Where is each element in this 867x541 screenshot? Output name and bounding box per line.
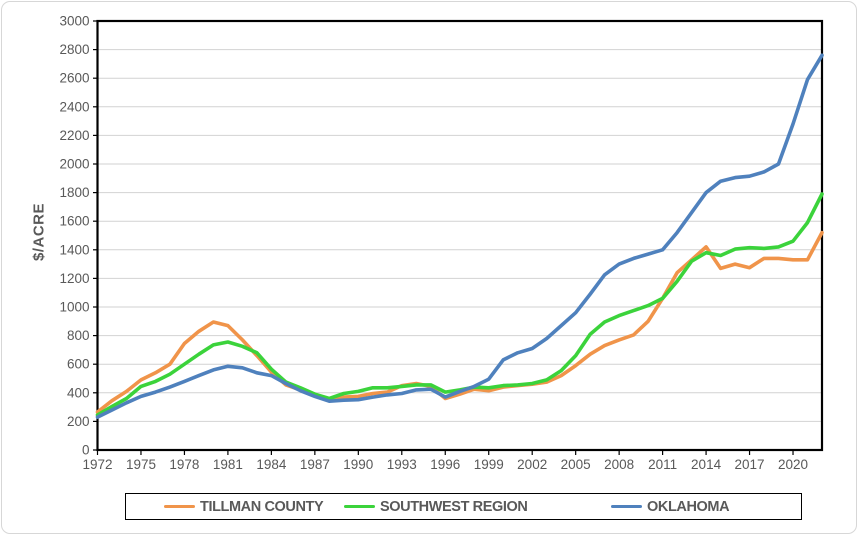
x-tick-label: 1993 — [387, 457, 417, 472]
x-tick-label: 1975 — [126, 457, 156, 472]
southwest-region-line-swatch — [344, 504, 375, 509]
y-tick-label: 400 — [67, 385, 90, 400]
legend-item-oklahoma: OKLAHOMA — [611, 494, 730, 519]
y-tick-label: 1800 — [59, 185, 89, 200]
legend-item-tillman-county: TILLMAN COUNTY — [164, 494, 324, 519]
x-tick-label: 1981 — [213, 457, 243, 472]
y-tick-label: 2200 — [59, 128, 89, 143]
x-tick-label: 2017 — [735, 457, 765, 472]
y-tick-label: 1400 — [59, 242, 89, 257]
y-tick-label: 2600 — [59, 71, 89, 86]
x-tick-label: 1996 — [430, 457, 460, 472]
x-tick-label: 1990 — [343, 457, 373, 472]
x-tick-label: 1984 — [256, 457, 287, 472]
y-tick-label: 2800 — [59, 42, 89, 57]
y-tick-label: 0 — [82, 443, 90, 458]
oklahoma-line-swatch — [611, 504, 642, 509]
x-tick-label: 2008 — [604, 457, 634, 472]
y-tick-label: 1200 — [59, 271, 89, 286]
legend-item-southwest-region: SOUTHWEST REGION — [344, 494, 528, 519]
y-tick-label: 2400 — [59, 99, 89, 114]
x-tick-label: 1999 — [474, 457, 504, 472]
y-tick-label: 200 — [67, 414, 90, 429]
series-line-southwest-region — [95, 192, 824, 417]
legend-label-southwest-region: SOUTHWEST REGION — [380, 498, 528, 515]
legend-label-tillman-county: TILLMAN COUNTY — [200, 498, 324, 515]
plot-border — [96, 19, 824, 452]
x-tick-label: 2020 — [778, 457, 808, 472]
y-tick-label: 2000 — [59, 157, 89, 172]
series-line-oklahoma — [95, 53, 824, 419]
x-tick-label: 2014 — [691, 457, 722, 472]
y-tick-label: 600 — [67, 357, 90, 372]
series-line-tillman-county — [95, 230, 824, 414]
legend: TILLMAN COUNTY SOUTHWEST REGION OKLAHOMA — [125, 493, 802, 520]
x-tick-label: 2002 — [517, 457, 547, 472]
y-tick-label: 1000 — [59, 300, 89, 315]
x-tick-label: 1978 — [169, 457, 199, 472]
x-tick-label: 1972 — [82, 457, 112, 472]
x-tick-label: 2011 — [648, 457, 677, 472]
y-tick-label: 800 — [67, 328, 90, 343]
x-tick-label: 1987 — [300, 457, 330, 472]
y-tick-label: 1600 — [59, 214, 89, 229]
tillman-county-line-swatch — [164, 504, 195, 509]
y-tick-label: 3000 — [59, 14, 89, 29]
x-tick-label: 2005 — [561, 457, 591, 472]
legend-label-oklahoma: OKLAHOMA — [647, 498, 730, 515]
